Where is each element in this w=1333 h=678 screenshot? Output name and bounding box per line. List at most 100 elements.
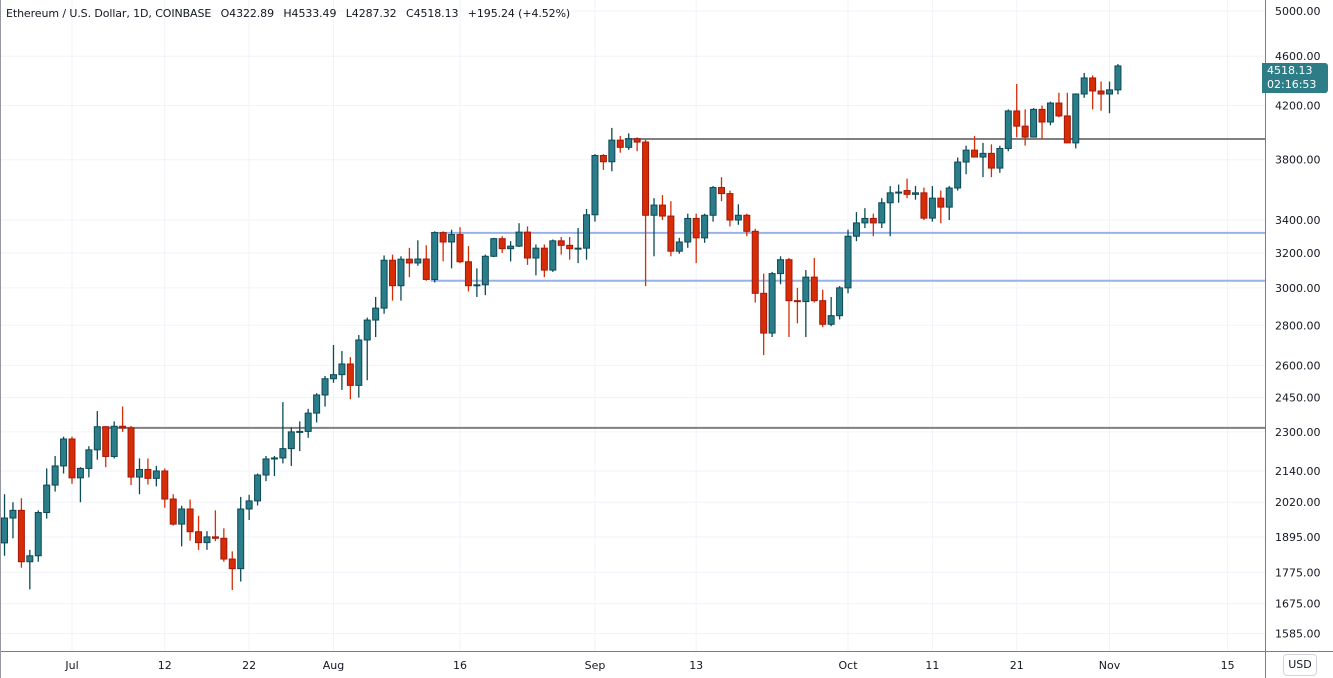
candle-up — [777, 256, 785, 285]
price-tick-label: 3800.00 — [1275, 154, 1321, 167]
candle-body — [566, 244, 574, 250]
time-tick-label: Aug — [323, 659, 344, 672]
candle-up — [237, 496, 245, 582]
candle-body — [422, 258, 430, 280]
candle-body — [743, 214, 751, 232]
candle-up — [549, 239, 557, 272]
candle-body — [962, 149, 970, 163]
time-axis[interactable]: Jul 12 22 Aug 16 Sep 13 Oct 11 21 Nov 15 — [64, 659, 1234, 672]
candle-down — [717, 177, 725, 202]
candle-body — [498, 238, 506, 250]
candle-up — [768, 271, 776, 338]
candle-body — [43, 484, 51, 514]
candle-down — [119, 406, 127, 432]
candle-body — [987, 152, 995, 169]
candle-body — [1114, 65, 1122, 91]
candle-down — [566, 237, 574, 260]
candle-up — [363, 317, 371, 381]
candle-body — [869, 217, 877, 224]
symbol-title[interactable]: Ethereum / U.S. Dollar, 1D, COINBASE — [6, 7, 212, 20]
candle-body — [161, 470, 169, 500]
candle-body — [836, 287, 844, 317]
candle-up — [304, 408, 312, 438]
candle-up — [954, 157, 962, 191]
candle-up — [313, 393, 321, 423]
candle-up — [1004, 109, 1012, 152]
candle-up — [338, 351, 346, 390]
candle-body — [802, 276, 810, 303]
price-axis[interactable]: 5000.00 4600.00 4200.00 3800.00 3400.00 3200.… — [1275, 5, 1321, 641]
candle-body — [287, 431, 295, 450]
candle-body — [675, 241, 683, 252]
candle-up — [85, 446, 93, 478]
candle-up — [515, 223, 523, 247]
candle-down — [186, 499, 194, 541]
candle-body — [1080, 77, 1088, 95]
candle-down — [810, 257, 818, 303]
candle-body — [262, 458, 270, 476]
candle-body — [456, 234, 464, 263]
candle-body — [490, 238, 498, 257]
candle-body — [372, 307, 380, 321]
price-tick-label: 1585.00 — [1275, 628, 1321, 641]
candle-up — [380, 255, 388, 314]
candle-up — [852, 212, 860, 242]
price-tick-label: 4200.00 — [1275, 99, 1321, 112]
candle-body — [397, 258, 405, 287]
candle-up — [709, 186, 717, 222]
close-value: C4518.13 — [406, 7, 459, 20]
candle-body — [405, 258, 413, 264]
candle-up — [591, 154, 599, 222]
candle-body — [861, 217, 869, 224]
candle-up — [60, 436, 68, 474]
candle-up — [886, 186, 894, 237]
candle-down — [971, 136, 979, 158]
candle-up — [26, 549, 34, 590]
candle-body — [203, 536, 211, 544]
candle-body — [346, 363, 354, 386]
candle-down — [405, 247, 413, 278]
grid — [0, 0, 1265, 651]
candle-down — [102, 426, 110, 468]
candle-down — [228, 551, 236, 591]
candle-body — [583, 214, 591, 249]
candle-up — [734, 204, 742, 225]
candle-up — [152, 465, 160, 487]
candle-up — [414, 240, 422, 266]
candle-body — [886, 192, 894, 204]
candle-body — [903, 190, 911, 195]
candle-up — [701, 213, 709, 243]
price-tick-label: 2450.00 — [1275, 392, 1321, 405]
time-tick-label: 15 — [1221, 659, 1235, 672]
candle-down — [439, 231, 447, 262]
candle-down — [692, 213, 700, 264]
candle-body — [608, 139, 616, 163]
candle-up — [93, 411, 101, 460]
candle-up — [1114, 64, 1122, 95]
chart-legend: Ethereum / U.S. Dollar, 1D, COINBASE O43… — [6, 7, 576, 20]
candle-body — [642, 141, 650, 216]
candle-body — [186, 508, 194, 533]
candle-body — [1004, 110, 1012, 149]
candle-body — [304, 412, 312, 432]
high-value: H4533.49 — [283, 7, 337, 20]
candle-body — [751, 230, 759, 294]
candle-up — [254, 473, 262, 506]
price-tick-label: 3400.00 — [1275, 214, 1321, 227]
candle-body — [557, 240, 565, 246]
price-tick-label: 3000.00 — [1275, 282, 1321, 295]
candle-down — [456, 227, 464, 264]
change-value: +195.24 (+4.52%) — [467, 7, 571, 20]
candle-up — [912, 186, 919, 200]
open-value: O4322.89 — [220, 7, 274, 20]
candles — [1, 64, 1122, 591]
currency-button[interactable]: USD — [1283, 654, 1317, 676]
candle-down — [819, 289, 827, 328]
candle-body — [658, 204, 666, 217]
candle-down — [793, 287, 801, 324]
candle-body — [734, 214, 742, 221]
candle-body — [119, 425, 127, 429]
candle-body — [26, 555, 34, 563]
candle-down — [1021, 109, 1029, 146]
